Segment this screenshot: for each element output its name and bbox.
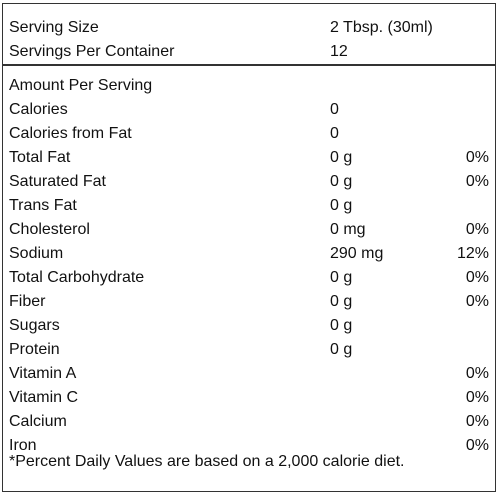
nutrient-name: Calories <box>9 101 68 118</box>
nutrient-daily-value: 12% <box>456 245 489 262</box>
nutrient-name: Cholesterol <box>9 221 90 238</box>
nutrient-row-trans-fat: Trans Fat 0 g <box>3 194 495 218</box>
nutrient-daily-value: 0% <box>465 269 489 286</box>
nutrient-row-fiber: Fiber 0 g 0% <box>3 290 495 314</box>
nutrients-section: Amount Per Serving Calories 0 Calories f… <box>3 66 495 491</box>
servings-per-container-row: Servings Per Container 12 <box>3 40 495 64</box>
nutrient-daily-value: 0% <box>465 437 489 454</box>
nutrient-name: Protein <box>9 341 60 358</box>
nutrient-name: Calories from Fat <box>9 125 132 142</box>
nutrient-amount: 0 g <box>330 293 353 310</box>
nutrient-name: Calcium <box>9 413 67 430</box>
nutrient-daily-value: 0% <box>465 389 489 406</box>
nutrient-name: Iron <box>9 437 37 454</box>
nutrient-amount: 290 mg <box>330 245 384 262</box>
serving-size-value: 2 Tbsp. (30ml) <box>330 19 433 36</box>
nutrient-name: Fiber <box>9 293 46 310</box>
nutrient-row-iron: Iron 0% <box>3 434 495 458</box>
nutrient-row-cholesterol: Cholesterol 0 mg 0% <box>3 218 495 242</box>
nutrient-row-total-fat: Total Fat 0 g 0% <box>3 146 495 170</box>
nutrient-amount: 0 g <box>330 173 353 190</box>
nutrient-amount: 0 g <box>330 269 353 286</box>
nutrient-row-total-carbohydrate: Total Carbohydrate 0 g 0% <box>3 266 495 290</box>
nutrient-amount: 0 g <box>330 149 353 166</box>
nutrient-name: Sodium <box>9 245 64 262</box>
nutrient-daily-value: 0% <box>465 413 489 430</box>
nutrient-amount: 0 <box>330 125 339 142</box>
nutrient-row-calcium: Calcium 0% <box>3 410 495 434</box>
nutrient-row-calories-from-fat: Calories from Fat 0 <box>3 122 495 146</box>
serving-info-section: Serving Size 2 Tbsp. (30ml) Servings Per… <box>3 4 495 66</box>
nutrient-row-sugars: Sugars 0 g <box>3 314 495 338</box>
nutrient-amount: 0 mg <box>330 221 366 238</box>
nutrient-daily-value: 0% <box>465 365 489 382</box>
daily-value-footnote: *Percent Daily Values are based on a 2,0… <box>9 453 405 470</box>
amount-per-serving-heading: Amount Per Serving <box>9 77 153 94</box>
nutrient-daily-value: 0% <box>465 149 489 166</box>
nutrient-daily-value: 0% <box>465 221 489 238</box>
nutrient-row-sodium: Sodium 290 mg 12% <box>3 242 495 266</box>
servings-per-container-label: Servings Per Container <box>9 43 175 60</box>
nutrient-name: Total Fat <box>9 149 71 166</box>
nutrient-name: Total Carbohydrate <box>9 269 145 286</box>
nutrient-row-calories: Calories 0 <box>3 98 495 122</box>
nutrition-facts-label: Serving Size 2 Tbsp. (30ml) Servings Per… <box>2 3 496 492</box>
nutrient-row-vitamin-c: Vitamin C 0% <box>3 386 495 410</box>
serving-size-row: Serving Size 2 Tbsp. (30ml) <box>3 16 495 40</box>
nutrient-name: Trans Fat <box>9 197 77 214</box>
nutrient-daily-value: 0% <box>465 173 489 190</box>
nutrient-amount: 0 g <box>330 197 353 214</box>
nutrient-name: Vitamin A <box>9 365 77 382</box>
nutrient-daily-value: 0% <box>465 293 489 310</box>
nutrient-name: Saturated Fat <box>9 173 106 190</box>
nutrient-amount: 0 g <box>330 341 353 358</box>
nutrient-row-saturated-fat: Saturated Fat 0 g 0% <box>3 170 495 194</box>
nutrient-row-vitamin-a: Vitamin A 0% <box>3 362 495 386</box>
serving-size-label: Serving Size <box>9 19 99 36</box>
nutrient-amount: 0 <box>330 101 339 118</box>
nutrient-name: Sugars <box>9 317 60 334</box>
nutrient-amount: 0 g <box>330 317 353 334</box>
nutrient-name: Vitamin C <box>9 389 79 406</box>
servings-per-container-value: 12 <box>330 43 348 60</box>
nutrient-row-protein: Protein 0 g <box>3 338 495 362</box>
